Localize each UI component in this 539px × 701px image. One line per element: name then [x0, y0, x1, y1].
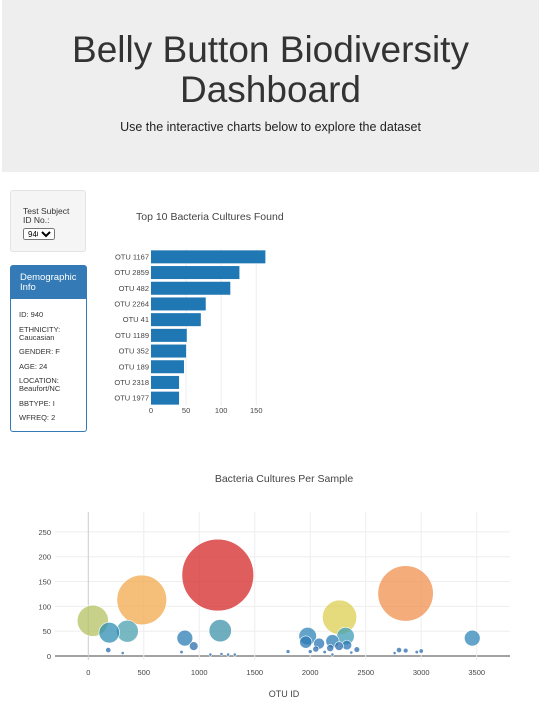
demographic-item: GENDER: F — [19, 347, 60, 356]
bar-category-label: OTU 1167 — [115, 252, 149, 261]
demographic-item: WFREQ: 2 — [19, 413, 56, 422]
bubble-point[interactable] — [396, 647, 402, 654]
bubble-ytick-label: 250 — [38, 528, 51, 537]
bar-category-label: OTU 1977 — [114, 394, 149, 403]
bubble-point[interactable] — [330, 652, 335, 657]
subject-selector-box: Test Subject ID No.: 940 — [10, 190, 86, 252]
subject-id-label: Test Subject ID No.: — [23, 206, 70, 225]
bubble-point[interactable] — [322, 599, 358, 635]
bubble-chart-title: Bacteria Cultures Per Sample — [215, 473, 353, 485]
bubble-point[interactable] — [353, 646, 361, 653]
bubble-point[interactable] — [312, 645, 320, 653]
bubble-point[interactable] — [219, 652, 224, 656]
bubble-point[interactable] — [464, 629, 481, 647]
bubble-point[interactable] — [208, 652, 213, 657]
bar-chart-title: Top 10 Bacteria Cultures Found — [136, 211, 284, 223]
bubble-point[interactable] — [349, 650, 354, 655]
demographic-item: BBTYPE: I — [19, 398, 55, 408]
bubble-ytick-label: 0 — [47, 652, 51, 661]
demographic-item: ID: 940 — [19, 310, 44, 319]
bubble-point[interactable] — [232, 652, 237, 657]
bar-category-label: OTU 2264 — [114, 299, 149, 308]
bubble-xtick-label: 2000 — [302, 668, 319, 677]
page-title: Belly Button Biodiversity Dashboard — [2, 30, 539, 110]
bubble-point[interactable] — [307, 649, 313, 654]
page-title-line1: Belly Button Biodiversity — [72, 29, 469, 70]
bubble-point[interactable] — [326, 644, 335, 652]
bubble-xtick-label: 2500 — [357, 668, 374, 677]
bar-category-label: OTU 2859 — [114, 268, 149, 277]
bubble-xtick-label: 1000 — [191, 668, 208, 677]
bubble-xtick-label: 3500 — [468, 668, 485, 677]
bubble-xtick-label: 500 — [138, 668, 151, 677]
bar-category-label: OTU 1189 — [115, 331, 149, 340]
bubble-point[interactable] — [120, 651, 125, 655]
bubble-point[interactable] — [322, 649, 327, 655]
subject-id-select[interactable]: 940 — [23, 228, 55, 240]
demographic-info-body: ID: 940 ETHNICITY: Caucasian GENDER: F A… — [11, 299, 86, 422]
bubble-point[interactable] — [334, 641, 344, 651]
bubble-point[interactable] — [181, 538, 254, 612]
bar-xtick-label: 100 — [215, 406, 228, 415]
bar[interactable] — [151, 344, 187, 358]
demographic-item: LOCATION: Beaufort/NC — [19, 376, 61, 393]
bubble-point[interactable] — [189, 641, 199, 651]
bar[interactable] — [151, 250, 266, 264]
bubble-point[interactable] — [418, 648, 424, 654]
demographic-info-panel: Demographic Info ID: 940 ETHNICITY: Cauc… — [10, 265, 87, 432]
bubble-point[interactable] — [116, 574, 167, 626]
bar-category-label: OTU 482 — [119, 284, 149, 293]
bar-xtick-label: 0 — [149, 406, 153, 415]
bubble-point[interactable] — [402, 647, 409, 654]
page-subtitle: Use the interactive charts below to expl… — [120, 120, 421, 134]
bar-xtick-label: 50 — [182, 406, 190, 415]
page-title-line2: Dashboard — [179, 69, 361, 110]
bubble-point[interactable] — [176, 629, 194, 647]
bubble-chart: Bacteria Cultures Per Sample OTU ID 0 50 1… — [38, 473, 510, 699]
header-jumbotron: Belly Button Biodiversity Dashboard Use … — [2, 0, 539, 172]
bar[interactable] — [151, 360, 184, 374]
bubble-point[interactable] — [414, 649, 419, 655]
bar[interactable] — [151, 297, 206, 311]
bubble-point[interactable] — [377, 565, 434, 622]
bar-category-label: OTU 41 — [123, 315, 149, 324]
bubble-point[interactable] — [208, 619, 232, 643]
bubble-point[interactable] — [98, 622, 120, 644]
bubble-ytick-label: 100 — [38, 602, 51, 611]
bar[interactable] — [151, 281, 231, 295]
demographic-item: AGE: 24 — [19, 361, 48, 371]
bubble-ytick-label: 150 — [38, 578, 51, 587]
top10-bar-chart: Top 10 Bacteria Cultures Found 0 50 100 150… — [114, 211, 284, 415]
bar-category-label: OTU 352 — [119, 347, 149, 356]
bubble-point[interactable] — [179, 649, 184, 655]
bubble-ytick-label: 50 — [43, 627, 51, 636]
bar-category-label: OTU 189 — [119, 362, 149, 371]
bubble-xtick-label: 0 — [86, 668, 90, 677]
bar[interactable] — [151, 266, 240, 280]
demographic-item: ETHNICITY: Caucasian — [19, 324, 61, 342]
bubble-point[interactable] — [299, 635, 313, 649]
bubble-ytick-label: 200 — [38, 553, 51, 562]
bubble-xtick-label: 1500 — [246, 668, 263, 677]
bubble-point[interactable] — [285, 649, 291, 654]
bar[interactable] — [151, 391, 180, 405]
demographic-info-heading: Demographic Info — [11, 266, 86, 299]
bubble-point[interactable] — [105, 647, 112, 654]
bar[interactable] — [151, 313, 201, 327]
bubble-xtick-label: 3000 — [413, 668, 430, 677]
bubble-point[interactable] — [392, 651, 397, 655]
bar[interactable] — [151, 375, 180, 389]
bubble-chart-xlabel: OTU ID — [269, 689, 300, 699]
bar-category-label: OTU 2318 — [114, 378, 149, 387]
bar[interactable] — [151, 328, 187, 342]
bubble-point[interactable] — [226, 652, 231, 657]
bar-xtick-label: 150 — [250, 406, 263, 415]
